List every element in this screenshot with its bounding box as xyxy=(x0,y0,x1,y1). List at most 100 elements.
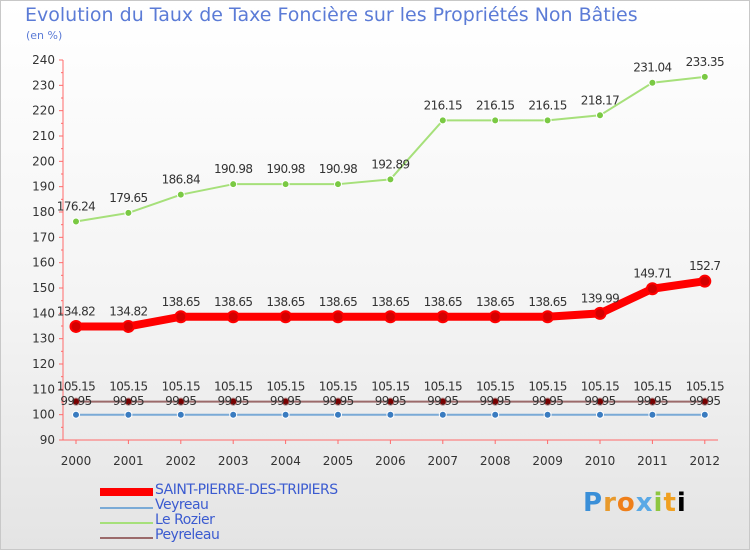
logo-letter: i xyxy=(653,488,664,518)
data-label-veyreau: 99.95 xyxy=(532,394,563,408)
data-point-veyreau xyxy=(491,410,500,419)
logo-letter: P xyxy=(583,488,604,518)
data-label-peyreleau: 105.15 xyxy=(214,380,252,394)
data-label-le-rozier: 216.15 xyxy=(528,98,566,112)
data-point-saint-pierre xyxy=(383,310,397,324)
data-point-le-rozier xyxy=(334,180,342,189)
data-point-le-rozier xyxy=(491,116,500,125)
data-point-veyreau xyxy=(543,410,552,419)
data-label-saint-pierre: 152.7 xyxy=(689,259,720,273)
data-point-peyreleau xyxy=(229,397,238,406)
data-point-peyreleau xyxy=(648,397,657,406)
data-label-saint-pierre: 149.71 xyxy=(633,267,671,281)
y-tick-label: 190 xyxy=(32,180,55,194)
y-tick-label: 170 xyxy=(32,230,55,244)
y-tick-label: 120 xyxy=(32,357,55,371)
x-tick-label: 2005 xyxy=(323,454,354,468)
data-label-peyreleau: 105.15 xyxy=(424,380,462,394)
data-label-saint-pierre: 138.65 xyxy=(528,295,566,309)
data-label-le-rozier: 179.65 xyxy=(109,191,147,205)
data-label-peyreleau: 105.15 xyxy=(686,380,724,394)
y-tick-label: 180 xyxy=(32,205,55,219)
data-point-le-rozier xyxy=(543,116,552,125)
y-tick-label: 200 xyxy=(32,154,55,168)
x-tick-label: 2002 xyxy=(166,454,197,468)
data-point-veyreau xyxy=(72,410,80,419)
logo-letter: t xyxy=(663,488,677,518)
data-label-veyreau: 99.95 xyxy=(480,394,511,408)
data-label-veyreau: 99.95 xyxy=(322,394,353,408)
data-point-le-rozier xyxy=(124,208,133,217)
data-point-peyreleau xyxy=(281,397,290,406)
data-label-le-rozier: 176.24 xyxy=(57,200,95,214)
data-point-saint-pierre xyxy=(226,310,240,324)
legend-swatch-le-rozier xyxy=(100,522,153,524)
data-label-veyreau: 99.95 xyxy=(637,394,668,408)
data-point-veyreau xyxy=(596,410,604,419)
proxiti-logo: Proxiti xyxy=(583,488,687,518)
data-label-le-rozier: 192.89 xyxy=(371,157,409,171)
data-label-saint-pierre: 138.65 xyxy=(266,295,304,309)
x-tick-label: 2006 xyxy=(375,454,406,468)
data-label-le-rozier: 218.17 xyxy=(581,93,619,107)
data-label-saint-pierre: 138.65 xyxy=(214,295,252,309)
data-label-peyreleau: 105.15 xyxy=(266,380,304,394)
data-point-veyreau xyxy=(281,410,290,419)
data-point-le-rozier xyxy=(72,217,80,226)
data-label-saint-pierre: 138.65 xyxy=(424,295,462,309)
data-point-saint-pierre xyxy=(69,319,83,333)
data-label-peyreleau: 105.15 xyxy=(581,380,619,394)
x-tick-label: 2003 xyxy=(218,454,249,468)
data-point-le-rozier xyxy=(386,175,395,184)
data-point-veyreau xyxy=(229,410,238,419)
data-point-saint-pierre xyxy=(698,274,712,288)
legend-swatch-veyreau xyxy=(100,507,153,509)
data-label-veyreau: 99.95 xyxy=(375,394,406,408)
legend-label-veyreau: Veyreau xyxy=(155,497,209,513)
x-tick-label: 2004 xyxy=(270,454,301,468)
data-label-veyreau: 99.95 xyxy=(165,394,196,408)
logo-letter: x xyxy=(635,488,654,518)
data-label-veyreau: 99.95 xyxy=(584,394,615,408)
data-point-veyreau xyxy=(700,410,709,419)
data-label-saint-pierre: 134.82 xyxy=(109,304,147,318)
y-tick-label: 140 xyxy=(32,306,55,320)
data-point-le-rozier xyxy=(596,111,604,120)
y-tick-label: 110 xyxy=(32,382,55,396)
data-label-le-rozier: 231.04 xyxy=(633,61,671,75)
data-label-peyreleau: 105.15 xyxy=(633,380,671,394)
logo-letter: o xyxy=(616,488,636,518)
data-point-saint-pierre xyxy=(645,282,659,296)
data-label-veyreau: 99.95 xyxy=(270,394,301,408)
data-point-peyreleau xyxy=(72,397,80,406)
data-label-peyreleau: 105.15 xyxy=(162,380,200,394)
data-point-le-rozier xyxy=(700,72,709,81)
y-tick-label: 240 xyxy=(32,53,55,67)
y-tick-label: 220 xyxy=(32,104,55,118)
data-label-le-rozier: 186.84 xyxy=(162,173,200,187)
y-tick-label: 100 xyxy=(32,408,55,422)
data-point-peyreleau xyxy=(438,397,447,406)
data-label-peyreleau: 105.15 xyxy=(476,380,514,394)
data-label-saint-pierre: 138.65 xyxy=(162,295,200,309)
data-point-peyreleau xyxy=(176,397,185,406)
data-point-saint-pierre xyxy=(279,310,293,324)
y-tick-label: 160 xyxy=(32,256,55,270)
data-label-saint-pierre: 139.99 xyxy=(581,291,619,305)
data-point-veyreau xyxy=(176,410,185,419)
x-tick-label: 2009 xyxy=(532,454,563,468)
data-point-saint-pierre xyxy=(174,310,188,324)
data-point-saint-pierre xyxy=(436,310,450,324)
data-label-le-rozier: 190.98 xyxy=(266,162,304,176)
legend-label-saint-pierre: SAINT-PIERRE-DES-TRIPIERS xyxy=(155,482,338,498)
data-point-saint-pierre xyxy=(121,319,135,333)
chart-title: Evolution du Taux de Taxe Foncière sur l… xyxy=(25,4,638,26)
data-label-le-rozier: 190.98 xyxy=(214,162,252,176)
x-tick-label: 2007 xyxy=(428,454,459,468)
data-point-le-rozier xyxy=(176,190,185,199)
data-point-veyreau xyxy=(386,410,395,419)
data-point-saint-pierre xyxy=(488,310,502,324)
x-tick-label: 2008 xyxy=(480,454,511,468)
data-point-peyreleau xyxy=(386,397,395,406)
